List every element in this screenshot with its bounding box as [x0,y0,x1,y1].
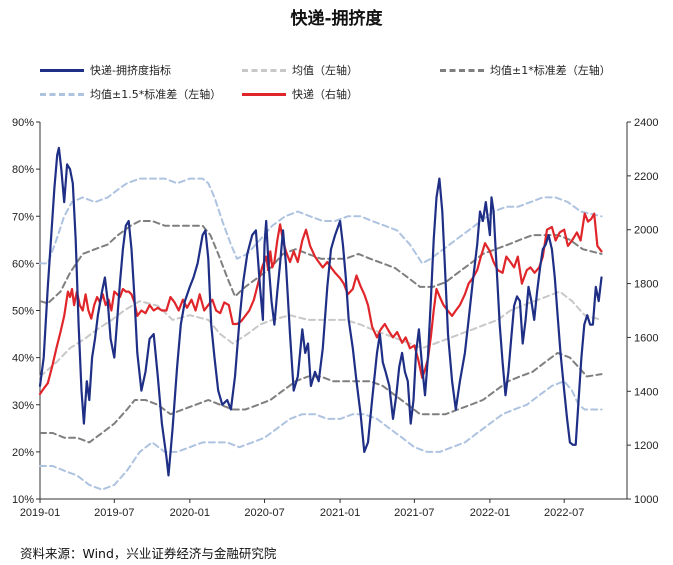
y-left-tick-label: 60% [12,258,34,270]
y-right-tick-label: 1200 [634,440,658,452]
x-tick-label: 2020-07 [244,507,284,519]
y-right-tick-label: 2000 [634,225,658,237]
y-left-tick-label: 20% [12,447,34,459]
legend-label-sd1: 均值±1*标准差（左轴） [490,64,611,77]
legend-item-volume: 快递（右轴） [242,86,358,102]
y-left-tick-label: 90% [12,117,34,129]
y-right-tick-label: 1800 [634,279,658,291]
legend-label-sd15: 均值±1.5*标准差（左轴） [90,88,222,101]
legend-swatch-mean [242,68,286,72]
x-tick-label: 2019-07 [94,507,134,519]
y-left-tick-label: 30% [12,400,34,412]
y-right-tick-label: 1000 [634,494,658,506]
series-lines [38,146,603,491]
legend-item-sd15: 均值±1.5*标准差（左轴） [40,86,221,102]
y-right-tick-label: 1400 [634,386,658,398]
y-right-tick-label: 2200 [634,171,658,183]
legend-swatch-sd15 [40,92,84,96]
legend-swatch-sd1 [440,68,484,72]
legend-label-volume: 快递（右轴） [292,88,358,101]
legend-item-mean: 均值（左轴） [242,62,358,78]
legend-item-sd1: 均值±1*标准差（左轴） [440,62,611,78]
x-tick-label: 2021-07 [394,507,434,519]
y-right-tick-label: 2400 [634,117,658,129]
axes: 10% 20% 30% 40% 50% 60% 70% 80% 90% 1000 1200 1400 1… [12,117,659,519]
legend-label-mean: 均值（左轴） [292,64,358,77]
x-tick-label: 2022-07 [544,507,584,519]
chart-title: 快递-拥挤度 [290,9,383,29]
x-tick-label: 2019-01 [20,507,60,519]
x-tick-label: 2020-01 [170,507,210,519]
legend-swatch-volume [242,92,286,96]
series-line-volume-6 [38,212,603,396]
legend-swatch-index [40,68,84,72]
y-right-tick-label: 1600 [634,332,658,344]
y-left-tick-label: 40% [12,353,34,365]
y-left-tick-label: 10% [12,494,34,506]
legend-label-index: 快递-拥挤度指标 [90,64,171,77]
series-line-index-0 [38,146,603,477]
y-left-tick-label: 50% [12,306,34,318]
source-note: 资料来源：Wind，兴业证券经济与金融研究院 [20,546,277,561]
series-line-sd15-4 [39,177,603,265]
legend-item-index: 快递-拥挤度指标 [40,62,171,78]
x-tick-label: 2022-01 [470,507,510,519]
series-line-sd15-5 [39,380,603,491]
y-left-tick-label: 70% [12,211,34,223]
series-line-sd1-3 [39,351,603,444]
x-tick-label: 2021-01 [320,507,360,519]
y-left-tick-label: 80% [12,164,34,176]
